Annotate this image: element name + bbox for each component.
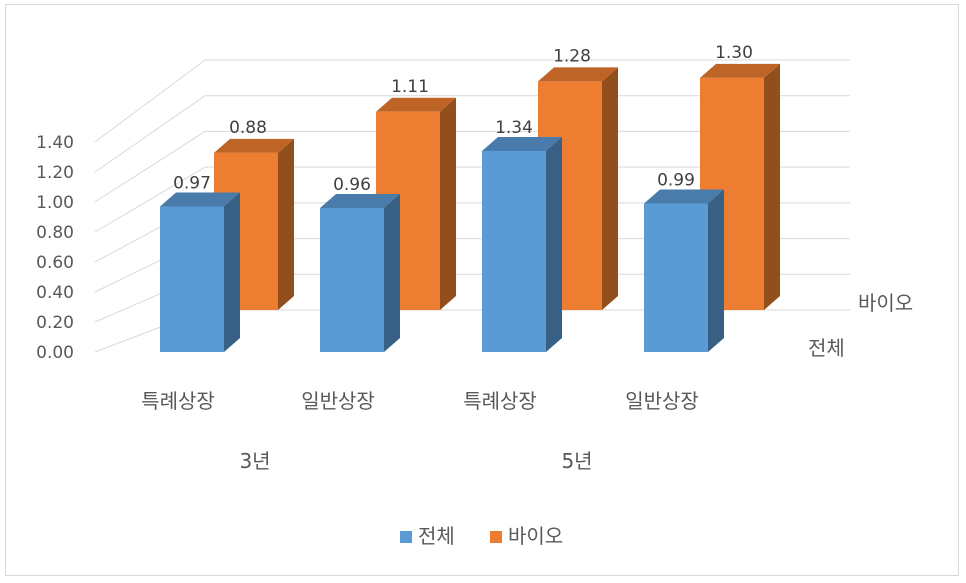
legend-swatch-1 — [490, 531, 502, 543]
data-label-bio-1: 1.11 — [391, 77, 429, 97]
bar-total-3-side — [708, 189, 724, 352]
series-total-bars — [160, 137, 724, 352]
gridline-side-7 — [94, 59, 206, 143]
data-label-total-3: 0.99 — [657, 171, 695, 191]
category-label: 특례상장 — [463, 389, 537, 413]
group-label: 5년 — [561, 449, 592, 473]
bar-bio-3-side — [764, 63, 780, 310]
data-label-total-1: 0.96 — [333, 175, 371, 195]
y-tick-label: 0.80 — [36, 223, 74, 243]
bar-total-2 — [482, 137, 562, 352]
depth-label-bio: 바이오 — [858, 291, 913, 315]
depth-label-total: 전체 — [808, 336, 845, 360]
y-tick-label: 1.40 — [36, 133, 74, 153]
bar-total-0-side — [224, 192, 240, 352]
bar-total-2-top — [482, 137, 562, 151]
bar-bio-3-top — [700, 63, 780, 78]
y-tick-label: 1.20 — [36, 163, 74, 183]
category-labels: 특례상장 일반상장 특례상장 일반상장 3년 5년 — [141, 389, 699, 473]
bar-bio-0-side — [278, 138, 294, 310]
bar-bio-2-side — [602, 67, 618, 310]
bar-total-0-front — [160, 206, 224, 352]
data-label-total-0: 0.97 — [173, 174, 211, 194]
bar-bio-2-top — [538, 67, 618, 82]
legend-swatch-0 — [400, 531, 412, 543]
depth-axis-labels: 전체 바이오 — [808, 291, 913, 360]
bar-total-1-top — [320, 194, 400, 208]
gridline-side-4 — [94, 166, 206, 233]
bar-total-3-front — [644, 203, 708, 352]
data-label-bio-2: 1.28 — [553, 46, 591, 66]
y-tick-label: 0.20 — [36, 313, 74, 333]
bar-total-2-side — [546, 137, 562, 352]
y-axis-ticks: 0.00 0.20 0.40 0.60 0.80 1.00 1.20 1.40 — [36, 133, 74, 363]
y-tick-label: 0.60 — [36, 253, 74, 273]
bar-total-1 — [320, 194, 400, 352]
data-labels: 0.88 1.11 1.28 1.30 0.97 0.96 1.34 0.99 — [173, 43, 753, 195]
category-label: 특례상장 — [141, 389, 215, 413]
bar-total-3 — [644, 189, 724, 352]
bar-total-1-front — [320, 208, 384, 352]
legend-label-1: 바이오 — [508, 524, 563, 548]
y-tick-label: 0.00 — [36, 343, 74, 363]
legend-label-0: 전체 — [418, 524, 455, 548]
bar-total-1-side — [384, 194, 400, 352]
gridline-side-5 — [94, 131, 206, 203]
bar-bio-0-top — [214, 138, 294, 153]
data-label-bio-0: 0.88 — [229, 118, 267, 138]
bar-bio-1-side — [440, 97, 456, 311]
bar-total-3-top — [644, 189, 724, 204]
data-label-bio-3: 1.30 — [715, 43, 753, 63]
bar-total-0 — [160, 192, 240, 352]
bar-total-0-top — [160, 192, 240, 207]
data-label-total-2: 1.34 — [495, 118, 533, 138]
legend: 전체 바이오 — [400, 524, 563, 548]
gridline-side-6 — [94, 95, 206, 173]
y-tick-label: 0.40 — [36, 283, 74, 303]
bar-bio-1-top — [376, 97, 456, 112]
y-tick-label: 1.00 — [36, 193, 74, 213]
category-label: 일반상장 — [301, 389, 375, 413]
group-label: 3년 — [239, 449, 270, 473]
category-label: 일반상장 — [625, 389, 699, 413]
bar-total-2-front — [482, 151, 546, 352]
